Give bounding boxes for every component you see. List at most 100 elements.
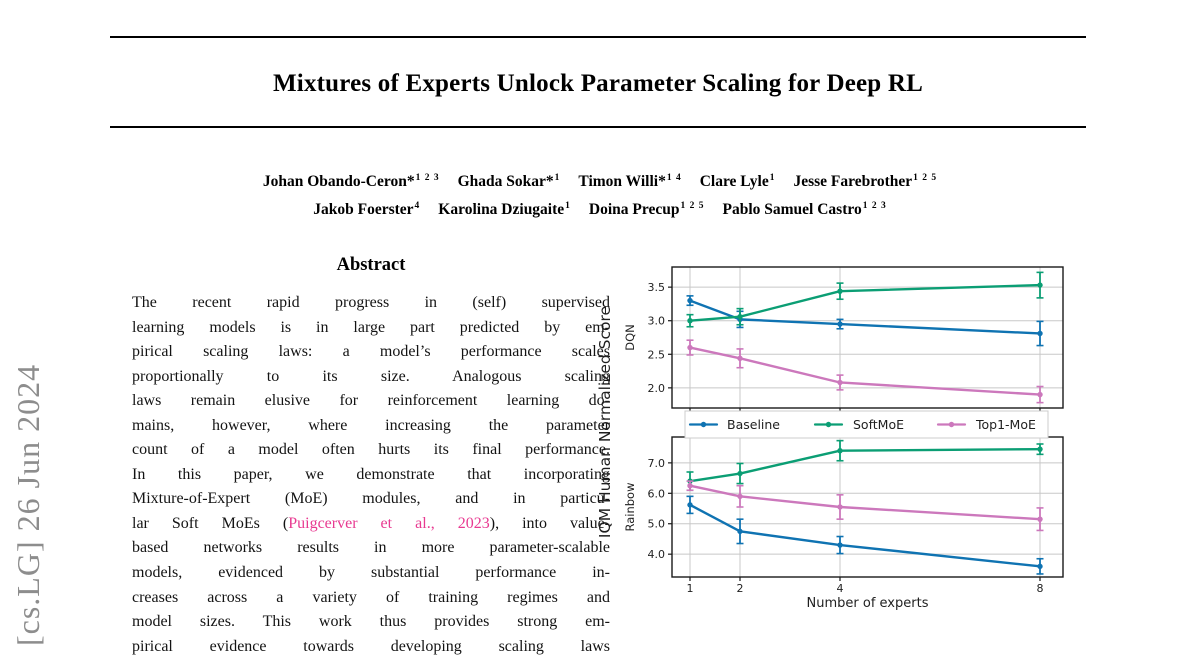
data-point [687, 318, 693, 324]
abstract-line: lar Soft MoEs (Puigcerver et al., 2023),… [132, 512, 610, 537]
data-point [837, 288, 843, 294]
data-point [1037, 330, 1043, 337]
author-affiliation-superscript: 1 2 3 [862, 201, 887, 212]
series-line [688, 503, 1042, 568]
abstract-heading: Abstract [336, 255, 406, 275]
abstract-line: Mixture-of-Expert (MoE) modules, and in … [132, 487, 610, 512]
author-name: Johan Obando-Ceron* [262, 173, 415, 191]
author-name: Karolina Dziugaite [438, 201, 565, 219]
y-tick-label: 5.0 [648, 518, 666, 531]
data-point [687, 297, 693, 304]
y-tick-label: 3.5 [648, 281, 666, 294]
data-point [687, 482, 693, 489]
abstract-text-segment: laws remain elusive for reinforcement le… [132, 392, 610, 410]
legend-box [684, 410, 1049, 439]
author: Timon Willi*1 4 [578, 173, 681, 190]
abstract-text-segment: lar Soft MoEs ( [132, 514, 289, 532]
abstract-text-segment: model sizes. This work thus provides str… [132, 613, 610, 631]
series-top1-moe [686, 480, 1044, 532]
author: Clare Lyle1 [700, 173, 776, 190]
legend-label: SoftMoE [853, 417, 904, 432]
author-name: Jakob Foerster [313, 201, 414, 219]
data-point [1037, 282, 1043, 288]
panel-label-dqn: DQN [623, 324, 637, 351]
author-name: Doina Precup [588, 201, 680, 219]
series-baseline [686, 495, 1044, 575]
abstract-text-segment: mains, however, where increasing the par… [132, 416, 610, 434]
y-tick-label: 2.0 [648, 382, 666, 395]
data-point [737, 470, 743, 477]
abstract-text-segment: Mixture-of-Expert (MoE) modules, and in … [132, 490, 610, 508]
chart-panel-rainbow: 4.0 5.0 6.0 7.0 1 2 4 8 Rainbow Number of experts [623, 436, 1064, 611]
x-tick-label: 4 [837, 582, 844, 595]
data-point [837, 379, 843, 386]
data-point [837, 447, 843, 454]
data-point [737, 493, 743, 500]
abstract-line: pirical evidence towards developing scal… [132, 635, 610, 659]
panel-label-rainbow: Rainbow [623, 482, 637, 531]
series-line [688, 283, 1042, 322]
data-point [837, 542, 843, 548]
legend-marker [700, 421, 707, 428]
x-tick-label: 8 [1037, 582, 1044, 595]
abstract-text: The recent rapid progress in (self) supe… [132, 291, 610, 659]
abstract-line: creases across a variety of training reg… [132, 586, 610, 611]
legend-marker [948, 421, 955, 428]
abstract-text-segment: pirical evidence towards developing scal… [132, 637, 610, 655]
data-point [1037, 391, 1043, 398]
data-point [1037, 446, 1043, 452]
author-affiliation-superscript: 4 [414, 201, 421, 212]
data-point [737, 528, 743, 535]
author-name: Jesse Farebrother [793, 173, 913, 191]
abstract-line: models, evidenced by substantial perform… [132, 561, 610, 586]
abstract-text-segment: based networks results in more parameter… [132, 539, 610, 557]
author-affiliation-superscript: 1 [554, 173, 561, 183]
abstract-text-segment: models, evidenced by substantial perform… [132, 564, 610, 582]
legend-marker [825, 421, 832, 428]
author: Ghada Sokar*1 [458, 173, 561, 190]
author: Jakob Foerster4 [313, 201, 420, 218]
plot-frame [671, 266, 1064, 409]
author-affiliation-superscript: 1 2 3 [415, 173, 440, 183]
x-tick-label: 2 [737, 582, 744, 595]
author: Pablo Samuel Castro1 2 3 [723, 201, 887, 218]
abstract-text-segment: creases across a variety of training reg… [132, 588, 610, 606]
citation-link[interactable]: Puigcerver et al., 2023 [288, 514, 490, 532]
data-point [1037, 516, 1043, 522]
abstract-line: count of a model often hurts its final p… [132, 438, 610, 463]
abstract-line: In this paper, we demonstrate that incor… [132, 463, 610, 488]
y-tick-label: 2.5 [648, 348, 666, 361]
chart-panel-dqn: 2.0 2.5 3.0 3.5 DQN [623, 266, 1064, 412]
y-tick-label: 6.0 [648, 487, 666, 500]
y-tick-label: 7.0 [648, 457, 666, 470]
legend-entry-softmoe: SoftMoE [813, 417, 904, 432]
results-figure: 2.0 2.5 3.0 3.5 DQN 4.0 5.0 6.0 7.0 1 2 4 8 Rainbow Nu… [596, 256, 1096, 616]
y-tick-label: 3.0 [648, 315, 666, 328]
legend-label: Top1-MoE [975, 417, 1036, 432]
paper-title: Mixtures of Experts Unlock Parameter Sca… [273, 70, 923, 97]
series-top1-moe [686, 339, 1044, 404]
abstract-line: proportionally to its size. Analogous sc… [132, 365, 610, 390]
series-softmoe [686, 271, 1044, 328]
author-line: Jakob Foerster4 Karolina Dziugaite1 Doina … [90, 194, 1110, 222]
abstract-text-segment: The recent rapid progress in (self) supe… [132, 294, 610, 311]
scaling-chart: 2.0 2.5 3.0 3.5 DQN 4.0 5.0 6.0 7.0 1 2 4 8 Rainbow Nu… [596, 266, 1064, 611]
abstract-text-segment: proportionally to its size. Analogous sc… [132, 367, 610, 385]
abstract-line: laws remain elusive for reinforcement le… [132, 389, 610, 414]
y-axis-label: IQM Human Normalized Score [596, 306, 614, 538]
data-point [737, 313, 743, 320]
abstract-line: based networks results in more parameter… [132, 536, 610, 561]
abstract-line: pirical scaling laws: a model’s performa… [132, 340, 610, 365]
data-point [737, 355, 743, 362]
x-axis-label: Number of experts [807, 596, 929, 611]
data-point [687, 502, 693, 508]
abstract-line: model sizes. This work thus provides str… [132, 610, 610, 635]
y-tick-label: 4.0 [648, 548, 666, 561]
series-line [688, 447, 1042, 483]
series-line [688, 299, 1042, 335]
abstract-column: Abstract The recent rapid progress in (s… [132, 255, 610, 659]
chart-legend: Baseline SoftMoE Top1-MoE [684, 410, 1049, 439]
author: Johan Obando-Ceron*1 2 3 [263, 173, 440, 190]
author-name: Ghada Sokar* [457, 173, 554, 191]
abstract-line: The recent rapid progress in (self) supe… [132, 291, 610, 316]
